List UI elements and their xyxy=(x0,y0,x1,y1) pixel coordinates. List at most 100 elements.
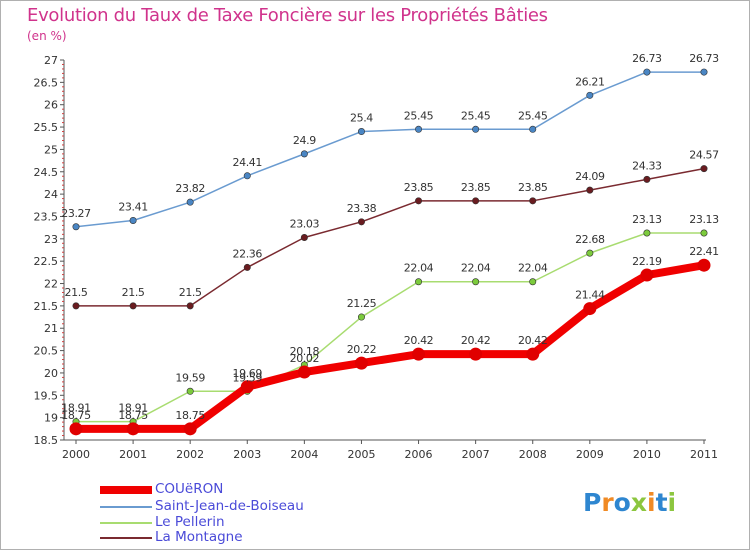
y-tick-label: 21.5 xyxy=(34,300,59,313)
data-label: 20.42 xyxy=(518,334,548,347)
x-tick-label: 2004 xyxy=(290,448,318,461)
y-tick-label: 24.5 xyxy=(34,166,59,179)
logo-letter: r xyxy=(601,488,614,517)
data-point xyxy=(412,347,426,361)
data-point xyxy=(415,197,423,205)
data-label: 24.57 xyxy=(689,149,719,162)
x-tick-label: 2008 xyxy=(519,448,547,461)
data-label: 20.02 xyxy=(290,352,320,365)
data-point xyxy=(586,186,594,194)
legend-item-le-pellerin: Le Pellerin xyxy=(100,514,360,530)
series-line-saint-jean-de-boiseau xyxy=(75,71,704,228)
data-label: 23.13 xyxy=(632,213,662,226)
data-label: 24.09 xyxy=(575,170,605,183)
logo-letter: x xyxy=(630,488,647,517)
data-point xyxy=(415,278,423,286)
data-label: 23.27 xyxy=(61,207,91,220)
data-label: 22.36 xyxy=(233,247,263,260)
data-point xyxy=(472,197,480,205)
y-tick-label: 23 xyxy=(44,233,58,246)
data-label: 20.22 xyxy=(347,343,377,356)
data-point xyxy=(640,268,654,282)
y-tick-label: 19 xyxy=(44,412,58,425)
data-label: 23.82 xyxy=(175,182,205,195)
series-line-le-pellerin xyxy=(76,232,704,423)
x-tick-label: 2006 xyxy=(405,448,433,461)
data-point xyxy=(297,365,311,379)
data-point xyxy=(643,175,651,183)
legend-label: La Montagne xyxy=(155,529,243,545)
legend-swatch-saint-jean-de-boiseau xyxy=(100,506,152,508)
data-point xyxy=(700,229,708,237)
series-line-la-montagne xyxy=(76,167,705,307)
x-tick-label: 2011 xyxy=(690,448,718,461)
data-label: 21.5 xyxy=(122,286,145,299)
data-point xyxy=(700,165,708,173)
data-label: 20.18 xyxy=(290,345,320,358)
data-point xyxy=(186,387,194,395)
x-tick-label: 2009 xyxy=(576,448,604,461)
data-label: 22.04 xyxy=(404,262,434,275)
data-label: 18.91 xyxy=(118,402,148,415)
legend-swatch-le-pellerin xyxy=(100,522,152,524)
x-tick-label: 2007 xyxy=(462,448,490,461)
data-point xyxy=(240,380,254,394)
x-tick-label: 2005 xyxy=(347,448,375,461)
data-label: 26.73 xyxy=(632,52,662,65)
data-point xyxy=(129,216,137,224)
data-label: 19.69 xyxy=(233,367,263,380)
y-tick-label: 23.5 xyxy=(34,210,59,223)
legend-swatch-couëron xyxy=(100,486,152,494)
series-line-couëron xyxy=(76,261,705,433)
data-point xyxy=(129,302,137,310)
data-point xyxy=(186,302,194,310)
data-label: 20.42 xyxy=(461,334,491,347)
data-label: 22.04 xyxy=(518,262,548,275)
logo-letter: i xyxy=(667,488,677,517)
data-label: 24.33 xyxy=(632,159,662,172)
legend-label: Le Pellerin xyxy=(155,514,225,530)
data-label: 23.41 xyxy=(118,200,148,213)
x-tick-label: 2000 xyxy=(62,448,90,461)
y-tick-label: 22.5 xyxy=(34,255,59,268)
data-label: 21.5 xyxy=(179,286,202,299)
data-point xyxy=(529,278,537,286)
data-point xyxy=(243,263,251,271)
x-tick-label: 2010 xyxy=(633,448,661,461)
data-label: 25.45 xyxy=(404,109,434,122)
data-point xyxy=(72,302,80,310)
data-label: 20.42 xyxy=(404,334,434,347)
legend-swatch-la-montagne xyxy=(100,537,152,539)
y-tick-label: 18.5 xyxy=(34,434,59,447)
data-label: 25.45 xyxy=(518,109,548,122)
data-label: 21.25 xyxy=(347,297,377,310)
y-tick-label: 19.5 xyxy=(34,389,59,402)
data-point xyxy=(472,278,480,286)
data-label: 22.68 xyxy=(575,233,605,246)
data-label: 24.9 xyxy=(293,134,316,147)
data-label: 25.4 xyxy=(350,112,373,125)
legend-item-saint-jean-de-boiseau: Saint-Jean-de-Boiseau xyxy=(100,498,360,514)
data-point xyxy=(415,125,423,133)
y-tick-label: 22 xyxy=(44,278,58,291)
data-label: 26.73 xyxy=(689,52,719,65)
data-label: 23.85 xyxy=(461,181,491,194)
data-point xyxy=(300,233,308,241)
data-point xyxy=(183,422,197,436)
proxiti-logo: Proxiti xyxy=(583,488,676,517)
data-point xyxy=(300,150,308,158)
data-label: 25.45 xyxy=(461,109,491,122)
data-point xyxy=(69,422,83,436)
data-point xyxy=(72,223,80,231)
data-label: 21.44 xyxy=(575,289,605,302)
data-point xyxy=(354,356,368,370)
y-tick-label: 20 xyxy=(44,367,58,380)
x-tick-label: 2003 xyxy=(233,448,261,461)
y-tick-label: 24 xyxy=(44,188,58,201)
legend-label: Saint-Jean-de-Boiseau xyxy=(155,498,304,514)
chart-title: Evolution du Taux de Taxe Foncière sur l… xyxy=(27,5,548,26)
data-label: 24.41 xyxy=(233,156,263,169)
data-point xyxy=(357,313,365,321)
data-label: 18.75 xyxy=(61,409,91,422)
